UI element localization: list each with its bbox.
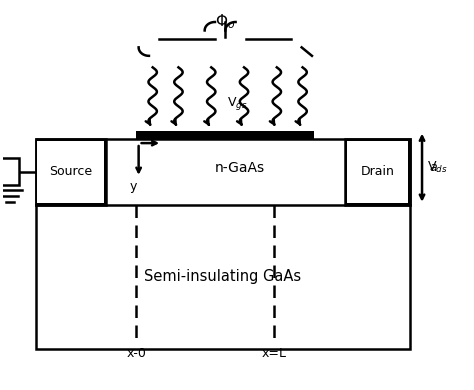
Text: a: a xyxy=(429,161,437,174)
Bar xyxy=(137,131,314,139)
Bar xyxy=(36,139,106,205)
Bar xyxy=(36,139,410,349)
Text: x-0: x-0 xyxy=(127,347,146,360)
Text: x: x xyxy=(164,129,172,142)
Text: V$_{ds}$: V$_{ds}$ xyxy=(427,160,447,175)
Text: Semi-insulating GaAs: Semi-insulating GaAs xyxy=(145,269,301,284)
Text: y: y xyxy=(129,180,137,193)
Bar xyxy=(346,141,409,203)
Bar xyxy=(37,141,104,203)
Bar xyxy=(0,158,19,185)
Text: x=L: x=L xyxy=(262,347,287,360)
Text: Source: Source xyxy=(49,165,92,179)
Text: V$_{gs}$: V$_{gs}$ xyxy=(227,94,247,112)
Bar xyxy=(345,139,410,205)
Text: Drain: Drain xyxy=(361,165,394,179)
Text: n-GaAs: n-GaAs xyxy=(214,161,264,175)
Text: $\Phi_{o}$: $\Phi_{o}$ xyxy=(215,12,236,31)
